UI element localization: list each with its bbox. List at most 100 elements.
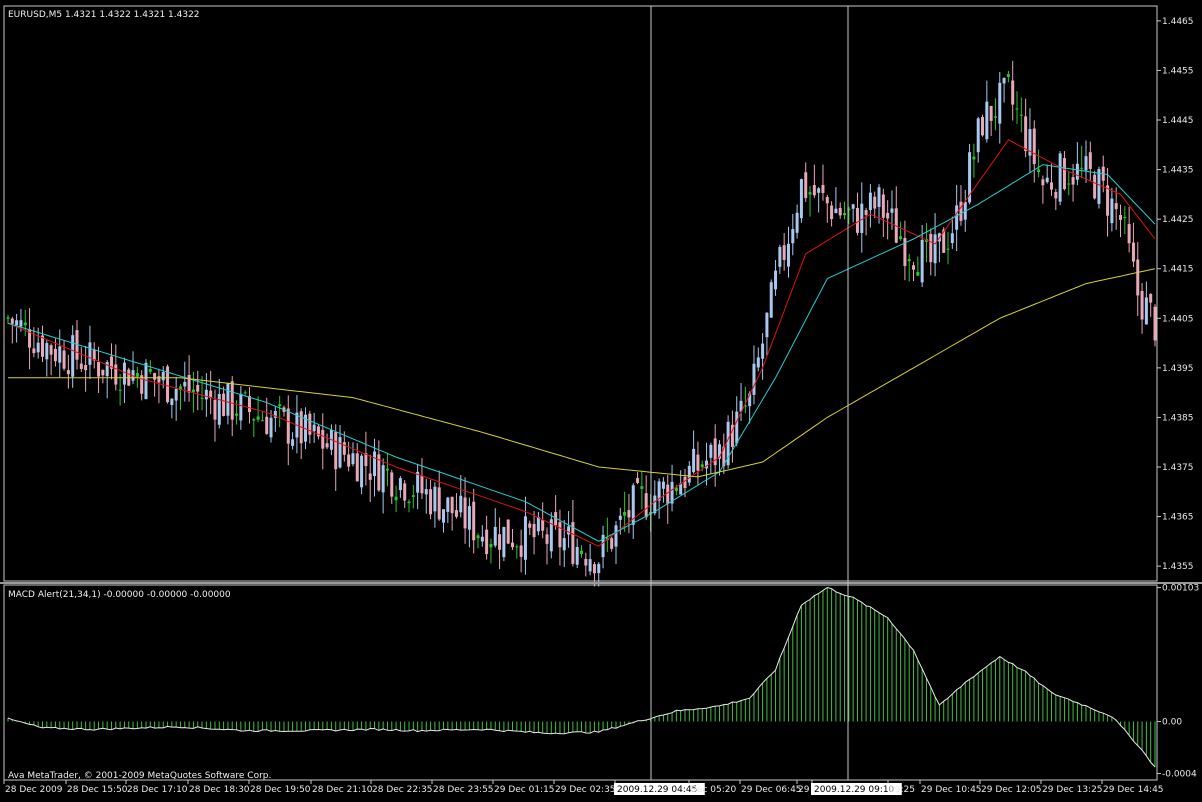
candle-body <box>511 542 515 548</box>
price-tick-label: 1.4405 <box>1162 314 1194 324</box>
macd-panel[interactable]: MACD Alert(21,34,1) -0.00000 -0.00000 -0… <box>3 584 1199 781</box>
time-tick-label: 29 Dec 06:45 <box>741 785 802 795</box>
candle-body <box>523 516 527 560</box>
candle-body <box>687 465 691 483</box>
candle-body <box>1028 129 1032 156</box>
candle-body <box>648 512 652 514</box>
time-tick-label: 29 <box>798 785 810 795</box>
candle-body <box>592 564 596 574</box>
panel-separator[interactable] <box>0 582 1202 584</box>
candle-body <box>705 460 709 469</box>
candle-body <box>446 497 450 512</box>
candle-body <box>239 393 243 421</box>
candle-body <box>1054 192 1058 199</box>
candle-body <box>851 204 855 209</box>
candle-body <box>700 464 704 468</box>
candle-body <box>886 212 890 219</box>
candle-body <box>498 534 502 550</box>
candle-body <box>256 416 260 420</box>
candle-body <box>166 366 170 403</box>
candle-body <box>23 322 27 326</box>
candle-body <box>804 172 808 198</box>
candle-body <box>467 506 471 530</box>
price-panel[interactable]: EURUSD,M5 1.4321 1.4322 1.4321 1.4322 1.… <box>3 5 1194 587</box>
candle-body <box>291 439 295 446</box>
candle-body <box>316 426 320 437</box>
candle-body <box>601 534 605 558</box>
candle-body <box>623 511 627 516</box>
candle-body <box>541 520 545 531</box>
candle-body <box>226 383 230 416</box>
candle-body <box>360 455 364 488</box>
time-highlight-label: 2009.12.29 09:10 <box>814 785 895 795</box>
candle-body <box>153 373 157 380</box>
candle-body <box>597 563 601 574</box>
candle-body <box>1084 156 1088 171</box>
candle-body <box>786 243 790 267</box>
candle-body <box>140 375 144 394</box>
candle-body <box>743 405 747 407</box>
moving-average-fast <box>7 139 1156 547</box>
candle-body <box>881 194 885 218</box>
candle-body <box>437 487 441 520</box>
candle-body <box>161 372 165 381</box>
candle-body <box>985 101 989 140</box>
candle-body <box>325 443 329 448</box>
candle-body <box>1067 183 1071 185</box>
candle-body <box>269 417 273 438</box>
candle-body <box>222 393 226 416</box>
candle-body <box>549 519 553 552</box>
candle-body <box>196 384 200 392</box>
time-tick-label: 29 Dec 12:05 <box>981 785 1042 795</box>
candle-body <box>71 335 75 377</box>
time-tick-label: 28 Dec 18:30 <box>189 785 250 795</box>
candle-body <box>929 233 933 263</box>
candle-body <box>187 374 191 393</box>
candle-body <box>377 454 381 491</box>
candle-body <box>433 486 437 512</box>
candle-body <box>855 207 859 233</box>
candle-body <box>950 233 954 244</box>
candle-body <box>273 411 277 418</box>
candle-body <box>674 487 678 492</box>
candle-body <box>200 397 204 399</box>
candle-body <box>347 454 351 467</box>
candle-body <box>252 419 256 421</box>
candle-body <box>1071 177 1075 185</box>
candle-body <box>998 82 1002 124</box>
candle-body <box>148 368 152 372</box>
time-tick-label: 29 Dec 10:45 <box>921 785 982 795</box>
candle-body <box>53 348 57 362</box>
candle-body <box>692 448 696 473</box>
price-tick-label: 1.4435 <box>1162 166 1194 176</box>
candle-body <box>899 236 903 240</box>
candle-body <box>334 432 338 470</box>
candle-body <box>15 320 19 326</box>
candle-body <box>1127 224 1131 244</box>
candle-body <box>1058 153 1062 202</box>
candle-body <box>782 245 786 260</box>
candle-body <box>752 363 756 395</box>
candle-body <box>1110 198 1114 224</box>
candle-body <box>812 185 816 196</box>
candle-body <box>278 404 282 407</box>
candle-body <box>403 483 407 501</box>
time-tick-label: 29 Dec 02:35 <box>555 785 616 795</box>
candle-body <box>1144 297 1148 325</box>
candle-body <box>1050 182 1054 190</box>
candle-body <box>769 282 773 318</box>
candle-body <box>351 453 355 465</box>
candle-body <box>485 529 489 555</box>
candle-body <box>1140 290 1144 320</box>
candle-body <box>122 362 126 385</box>
candle-body <box>799 179 803 219</box>
candle-body <box>58 346 62 363</box>
time-axis: 28 Dec 2009 28 Dec 15:50 28 Dec 17:10 28 De… <box>3 780 1164 795</box>
candle-body <box>894 208 898 243</box>
candle-body <box>981 116 985 136</box>
candle-body <box>838 208 842 216</box>
price-panel-frame <box>3 5 1158 582</box>
candle-body <box>493 526 497 546</box>
